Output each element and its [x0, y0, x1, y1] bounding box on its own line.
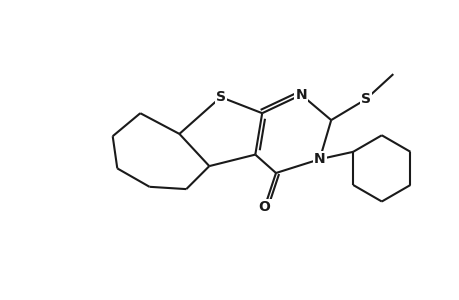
- Text: N: N: [313, 152, 325, 166]
- Text: S: S: [215, 90, 225, 104]
- Text: O: O: [258, 200, 270, 214]
- Text: S: S: [360, 92, 370, 106]
- Text: N: N: [295, 88, 307, 102]
